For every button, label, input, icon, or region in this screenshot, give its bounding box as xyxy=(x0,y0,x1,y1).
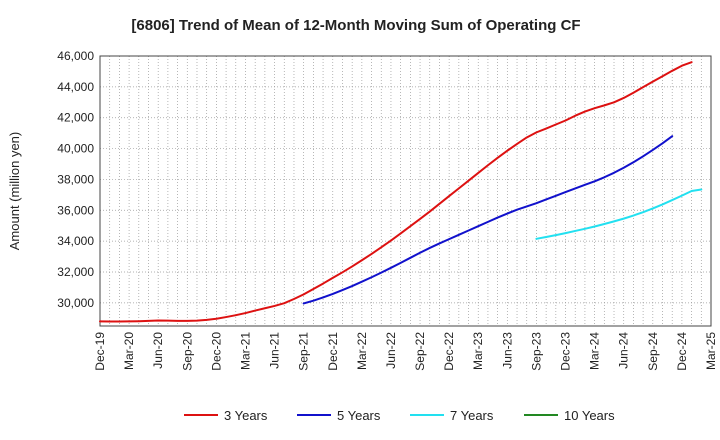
x-tick-label: Dec-22 xyxy=(442,332,456,371)
y-tick-label: 34,000 xyxy=(57,234,94,248)
y-tick-label: 38,000 xyxy=(57,172,94,186)
x-tick-label: Dec-23 xyxy=(559,332,573,371)
y-tick-label: 30,000 xyxy=(57,296,94,310)
x-tick-label: Dec-24 xyxy=(675,332,689,371)
grid xyxy=(100,55,711,326)
y-tick-label: 46,000 xyxy=(57,49,94,63)
x-tick-label: Mar-21 xyxy=(238,332,252,370)
x-tick-label: Sep-24 xyxy=(646,332,660,371)
legend-label: 3 Years xyxy=(224,408,268,423)
chart-title: [6806] Trend of Mean of 12-Month Moving … xyxy=(131,17,580,34)
x-tick-label: Mar-22 xyxy=(355,332,369,370)
y-tick-label: 42,000 xyxy=(57,111,94,125)
x-tick-label: Sep-23 xyxy=(529,332,543,371)
y-tick-label: 40,000 xyxy=(57,142,94,156)
series-lines xyxy=(99,61,703,323)
y-tick-label: 44,000 xyxy=(57,80,94,94)
x-tick-label: Sep-21 xyxy=(297,332,311,371)
x-tick-label: Mar-23 xyxy=(471,332,485,370)
series-line-7-years xyxy=(535,188,703,240)
x-tick-label: Jun-21 xyxy=(268,332,282,369)
x-tick-label: Jun-20 xyxy=(151,332,165,369)
x-tick-label: Sep-20 xyxy=(180,332,194,371)
x-tick-label: Dec-19 xyxy=(93,332,107,371)
x-tick-label: Dec-21 xyxy=(326,332,340,371)
legend: 3 Years 5 Years 7 Years 10 Years xyxy=(184,408,615,423)
legend-label: 10 Years xyxy=(564,408,615,423)
series-line-3-years xyxy=(99,61,693,323)
y-tick-label: 36,000 xyxy=(57,203,94,217)
legend-label: 7 Years xyxy=(450,408,494,423)
plot-area xyxy=(99,55,712,327)
x-tick-label: Jun-24 xyxy=(617,332,631,369)
series-line-5-years xyxy=(302,135,674,305)
x-tick-label: Jun-22 xyxy=(384,332,398,369)
y-axis-label: Amount (million yen) xyxy=(7,132,22,251)
x-tick-label: Dec-20 xyxy=(209,332,223,371)
y-axis-ticks: 30,000 32,000 34,000 36,000 38,000 40,000 42,0… xyxy=(57,49,94,310)
y-tick-label: 32,000 xyxy=(57,265,94,279)
x-tick-label: Mar-20 xyxy=(122,332,136,370)
x-tick-label: Mar-24 xyxy=(588,332,602,370)
x-tick-label: Jun-23 xyxy=(500,332,514,369)
legend-label: 5 Years xyxy=(337,408,381,423)
x-axis-ticks: Dec-19 Mar-20 Jun-20 Sep-20 Dec-20 Mar-21 Jun-… xyxy=(93,332,718,371)
x-tick-label: Sep-22 xyxy=(413,332,427,371)
x-tick-label: Mar-25 xyxy=(704,332,718,370)
